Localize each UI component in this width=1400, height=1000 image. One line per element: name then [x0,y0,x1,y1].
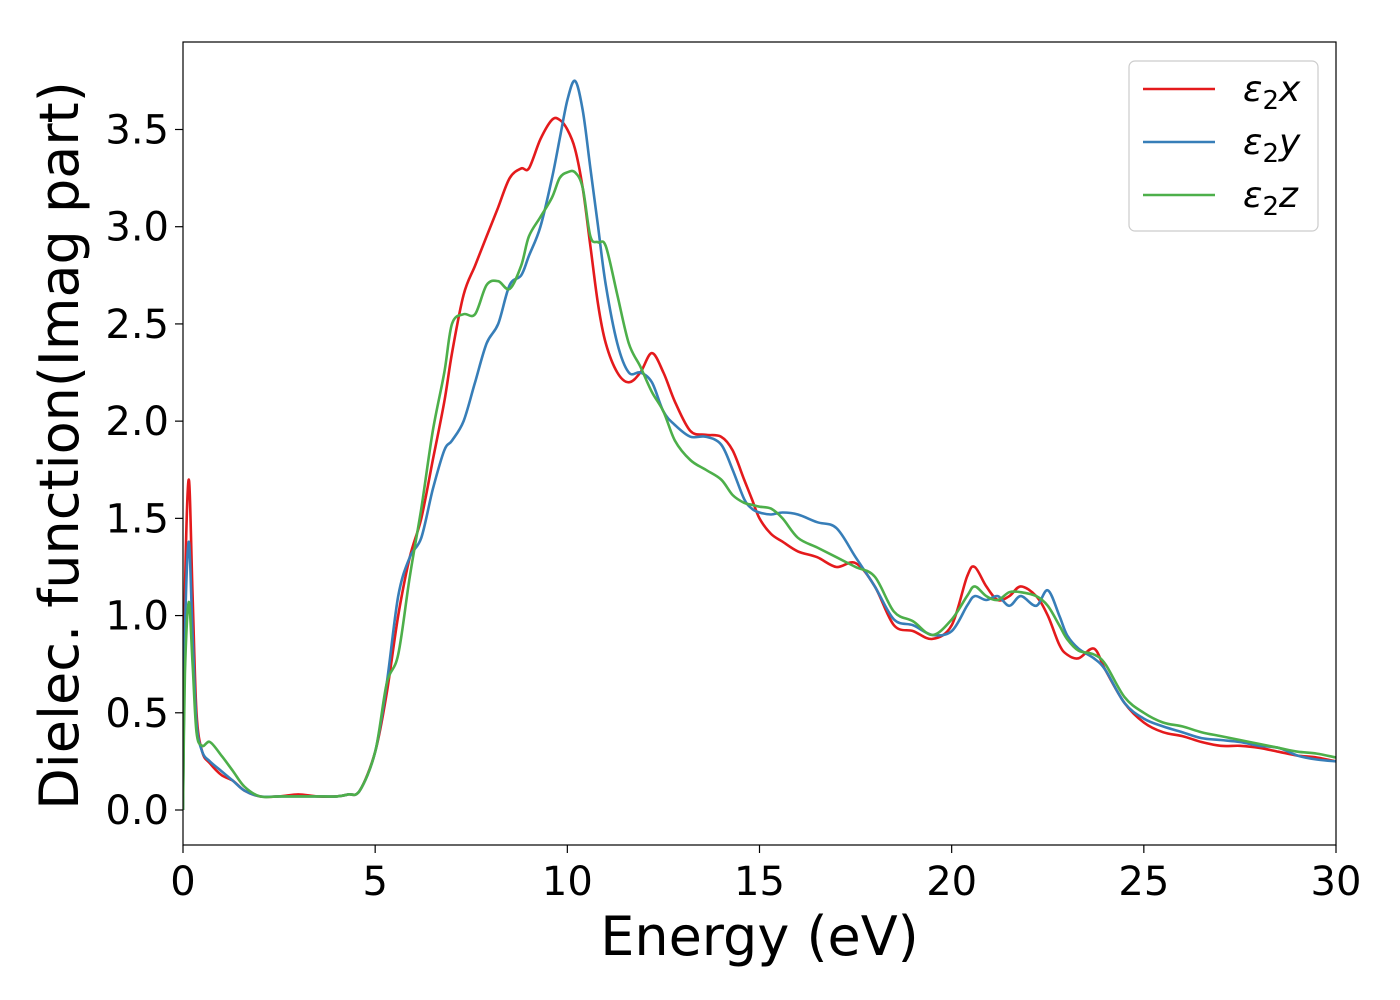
x-axis-ticks: 0 5 10 15 20 25 30 [170,845,1361,905]
x-tick-label: 10 [542,859,593,905]
legend-label-3: ε2z [1243,175,1299,222]
legend-box [1128,60,1319,232]
plot-lines [183,79,1336,811]
x-tick-label: 20 [926,859,977,905]
x-tick-label: 5 [362,859,387,905]
y-tick-label: 1.0 [105,594,169,640]
y-tick-label: 1.5 [105,496,169,542]
legend-label-2: ε2y [1243,122,1301,169]
y-tick-label: 0.5 [105,691,169,737]
y-tick-label: 2.0 [105,399,169,445]
y-tick-label: 2.5 [105,302,169,348]
y-axis-label: Dielec. function(Imag part) [28,81,91,810]
y-tick-label: 0.0 [105,788,169,834]
x-axis-label: Energy (eV) [600,905,919,968]
series-line-3 [183,169,1336,811]
legend: ε2x ε2y ε2z [1128,60,1319,232]
y-tick-label: 3.0 [105,205,169,251]
x-tick-label: 30 [1311,859,1362,905]
x-tick-label: 25 [1118,859,1169,905]
x-tick-label: 15 [734,859,785,905]
y-axis-ticks: 0.0 0.5 1.0 1.5 2.0 2.5 3.0 3.5 [105,107,183,834]
y-tick-label: 3.5 [105,107,169,153]
legend-label-1: ε2x [1243,69,1301,116]
x-tick-label: 0 [170,859,195,905]
